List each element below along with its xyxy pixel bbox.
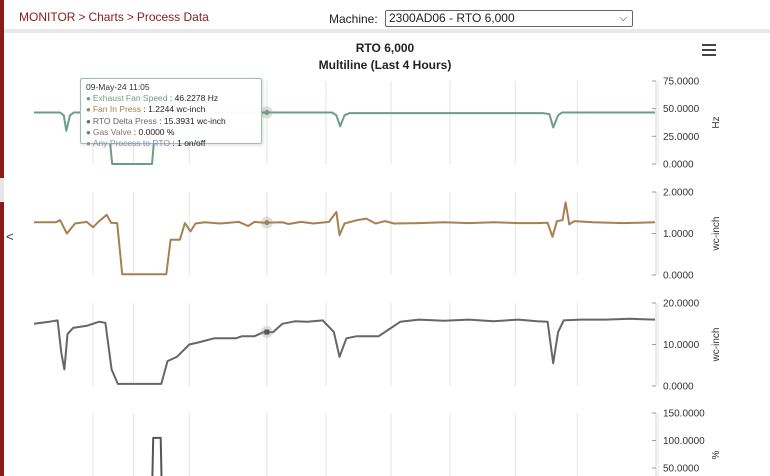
- tooltip-series-value: 1 on/off: [177, 138, 206, 149]
- tooltip-row: ● Fan In Press : 1.2244 wc-inch: [86, 104, 206, 115]
- y-tick-label: 25.0000: [663, 132, 700, 143]
- y-axis-unit-label: %: [711, 450, 722, 459]
- legend-dot-icon: ●: [86, 139, 91, 149]
- machine-select-value: 2300AD06 - RTO 6,000: [389, 11, 515, 25]
- chart-tooltip: 09-May-24 11:05 ● Exhaust Fan Speed : 46.…: [80, 78, 262, 148]
- tooltip-series-value: 0.0000 %: [138, 126, 175, 137]
- sidebar-accent-top: [0, 0, 4, 178]
- breadcrumb-charts[interactable]: Charts: [88, 10, 124, 24]
- tooltip-series-name: Fan In Press: [92, 104, 142, 115]
- y-tick-label: 10.0000: [663, 340, 700, 351]
- y-tick-label: 0.0000: [663, 160, 694, 171]
- hamburger-menu-icon[interactable]: [702, 44, 716, 56]
- chevron-down-icon: ⌵: [619, 13, 627, 24]
- legend-dot-icon: ●: [86, 116, 91, 126]
- tooltip-series-value: 1.2244 wc-inch: [148, 104, 206, 115]
- tooltip-row: ● Exhaust Fan Speed : 46.2278 Hz: [86, 93, 219, 104]
- y-tick-label: 20.0000: [663, 299, 700, 310]
- chart-title: RTO 6,000: [355, 41, 415, 55]
- hover-marker: [264, 220, 270, 226]
- tooltip-series-name: Exhaust Fan Speed: [92, 93, 168, 104]
- machine-label: Machine:: [329, 12, 378, 26]
- y-axis-unit-label: wc-inch: [711, 217, 722, 252]
- breadcrumb-separator: >: [126, 10, 134, 24]
- series-line-1: [34, 201, 656, 276]
- y-tick-label: 50.0000: [663, 464, 700, 475]
- y-tick-label: 0.0000: [663, 382, 694, 393]
- legend-dot-icon: ●: [86, 127, 91, 137]
- collapse-sidebar-icon[interactable]: <: [6, 229, 14, 244]
- legend-dot-icon: ●: [86, 105, 91, 115]
- header-divider: [4, 29, 770, 33]
- series-line-0: [34, 111, 655, 165]
- y-tick-label: 100.0000: [663, 436, 705, 447]
- series-line-2: [33, 317, 656, 385]
- tooltip-series-name: Any Process to RTO: [92, 138, 171, 149]
- y-tick-label: 0.0000: [663, 271, 694, 282]
- y-tick-label: 75.0000: [663, 77, 700, 88]
- tooltip-row: ● Gas Valve : 0.0000 %: [86, 126, 175, 137]
- y-tick-label: 1.0000: [663, 229, 694, 240]
- y-axis-unit-label: wc-inch: [711, 328, 722, 363]
- tooltip-series-value: 15.3931 wc-inch: [163, 115, 226, 126]
- sidebar-gap: [0, 178, 4, 202]
- hover-marker: [264, 329, 270, 335]
- machine-select[interactable]: 2300AD06 - RTO 6,000 ⌵: [385, 10, 633, 27]
- tooltip-series-name: Gas Valve: [92, 126, 132, 137]
- breadcrumb-process-data[interactable]: Process Data: [136, 10, 209, 24]
- tooltip-series-name: RTO Delta Press: [92, 115, 157, 126]
- tooltip-time: 09-May-24 11:05: [86, 82, 150, 92]
- y-tick-label: 2.0000: [663, 188, 694, 199]
- tooltip-series-value: 46.2278 Hz: [174, 93, 219, 104]
- tooltip-row: ● RTO Delta Press : 15.3931 wc-inch: [86, 115, 226, 126]
- sidebar-accent-bottom: [0, 202, 4, 476]
- series-line-3: [151, 436, 163, 476]
- y-tick-label: 150.0000: [663, 409, 705, 420]
- chart-subtitle: Multiline (Last 4 Hours): [318, 58, 452, 72]
- y-axis-unit-label: Hz: [711, 116, 722, 128]
- breadcrumb-separator: >: [78, 10, 86, 24]
- legend-dot-icon: ●: [86, 94, 91, 104]
- y-tick-label: 50.0000: [663, 104, 700, 115]
- tooltip-row: ● Any Process to RTO : 1 on/off: [86, 138, 206, 149]
- hover-marker: [264, 110, 270, 116]
- breadcrumb-monitor[interactable]: MONITOR: [19, 10, 76, 24]
- breadcrumb: MONITOR > Charts > Process Data: [19, 10, 209, 24]
